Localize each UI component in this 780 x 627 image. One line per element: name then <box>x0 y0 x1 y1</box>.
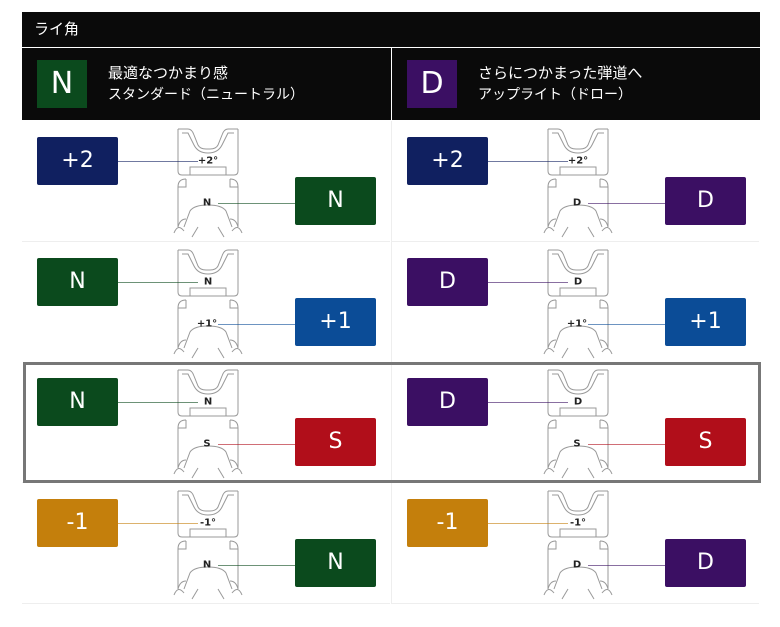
setting-badge: N <box>37 378 118 426</box>
connector-line <box>488 522 568 524</box>
connector-line <box>118 522 198 524</box>
hosel-mark: D <box>572 559 582 570</box>
setting-badge: D <box>665 177 746 225</box>
hosel-diagram-icon <box>170 489 246 605</box>
connector-line <box>488 281 568 283</box>
connector-line <box>588 564 666 566</box>
connector-line <box>118 402 198 403</box>
setting-badge: N <box>295 538 376 587</box>
header-line2: アップライト（ドロー） <box>478 87 632 103</box>
connector-line <box>588 203 666 204</box>
header-cell-d: D さらにつかまった弾道へ アップライト（ドロー） <box>392 48 760 120</box>
hosel-diagram-icon <box>170 127 246 243</box>
section-title: ライ角 <box>22 12 760 47</box>
setting-badge: D <box>407 378 488 426</box>
setting-badge: -1 <box>37 498 118 547</box>
hosel-mark: +1° <box>566 318 588 329</box>
hosel-mark: S <box>203 438 211 450</box>
hosel-mark: N <box>202 559 212 570</box>
connector-line <box>588 444 666 445</box>
header-badge: N <box>37 60 87 108</box>
connector-line <box>118 281 198 283</box>
hosel-mark: N <box>203 396 213 408</box>
hosel-diagram-icon <box>540 489 616 605</box>
table-cell: D D +1 +1° <box>391 241 759 364</box>
hosel-diagram-icon <box>170 248 246 364</box>
connector-line <box>218 564 296 566</box>
table-cell: N N +1 +1° <box>22 241 390 364</box>
connector-line <box>488 402 568 403</box>
hosel-diagram-icon <box>170 368 246 484</box>
table-cell: +2 +2° N N <box>22 121 390 242</box>
setting-badge: S <box>665 418 746 466</box>
setting-badge: -1 <box>407 498 488 547</box>
hosel-mark: N <box>203 276 213 287</box>
table-cell: N N S S <box>22 362 390 483</box>
header-line2: スタンダード（ニュートラル） <box>108 87 304 103</box>
hosel-mark: +2° <box>567 155 589 167</box>
table-cell: -1 -1° N N <box>22 482 390 605</box>
hosel-mark: +1° <box>196 318 218 329</box>
header-line1: 最適なつかまり感 <box>108 64 229 82</box>
header-badge: D <box>407 60 457 108</box>
table-cell: D D S S <box>391 362 759 483</box>
hosel-diagram-icon <box>540 127 616 243</box>
setting-badge: N <box>295 177 376 225</box>
setting-badge: +1 <box>295 297 376 346</box>
header-text: さらにつかまった弾道へ アップライト（ドロー） <box>478 62 642 106</box>
hosel-mark: -1° <box>199 517 217 528</box>
hosel-mark: D <box>573 276 583 287</box>
setting-badge: D <box>665 538 746 587</box>
table-cell: -1 -1° D D <box>391 482 759 605</box>
connector-line <box>118 161 198 162</box>
connector-line <box>218 203 296 204</box>
hosel-mark: -1° <box>569 517 587 528</box>
setting-badge: +1 <box>665 297 746 346</box>
connector-line <box>488 161 568 162</box>
connector-line <box>218 444 296 445</box>
table-cell: +2 +2° D D <box>391 121 759 242</box>
connector-line <box>218 323 296 325</box>
header-line1: さらにつかまった弾道へ <box>478 64 643 82</box>
connector-line <box>588 323 666 325</box>
hosel-mark: +2° <box>197 155 219 167</box>
hosel-mark: N <box>202 197 212 209</box>
hosel-diagram-icon <box>540 368 616 484</box>
setting-badge: N <box>37 257 118 306</box>
hosel-diagram-icon <box>540 248 616 364</box>
header-cell-n: N 最適なつかまり感スタンダード（ニュートラル） <box>22 48 391 120</box>
setting-badge: +2 <box>407 137 488 185</box>
hosel-mark: D <box>572 197 582 209</box>
header-text: 最適なつかまり感スタンダード（ニュートラル） <box>108 62 304 106</box>
setting-badge: +2 <box>37 137 118 185</box>
hosel-mark: S <box>573 438 581 450</box>
setting-badge: S <box>295 418 376 466</box>
hosel-mark: D <box>573 396 583 408</box>
setting-badge: D <box>407 257 488 306</box>
